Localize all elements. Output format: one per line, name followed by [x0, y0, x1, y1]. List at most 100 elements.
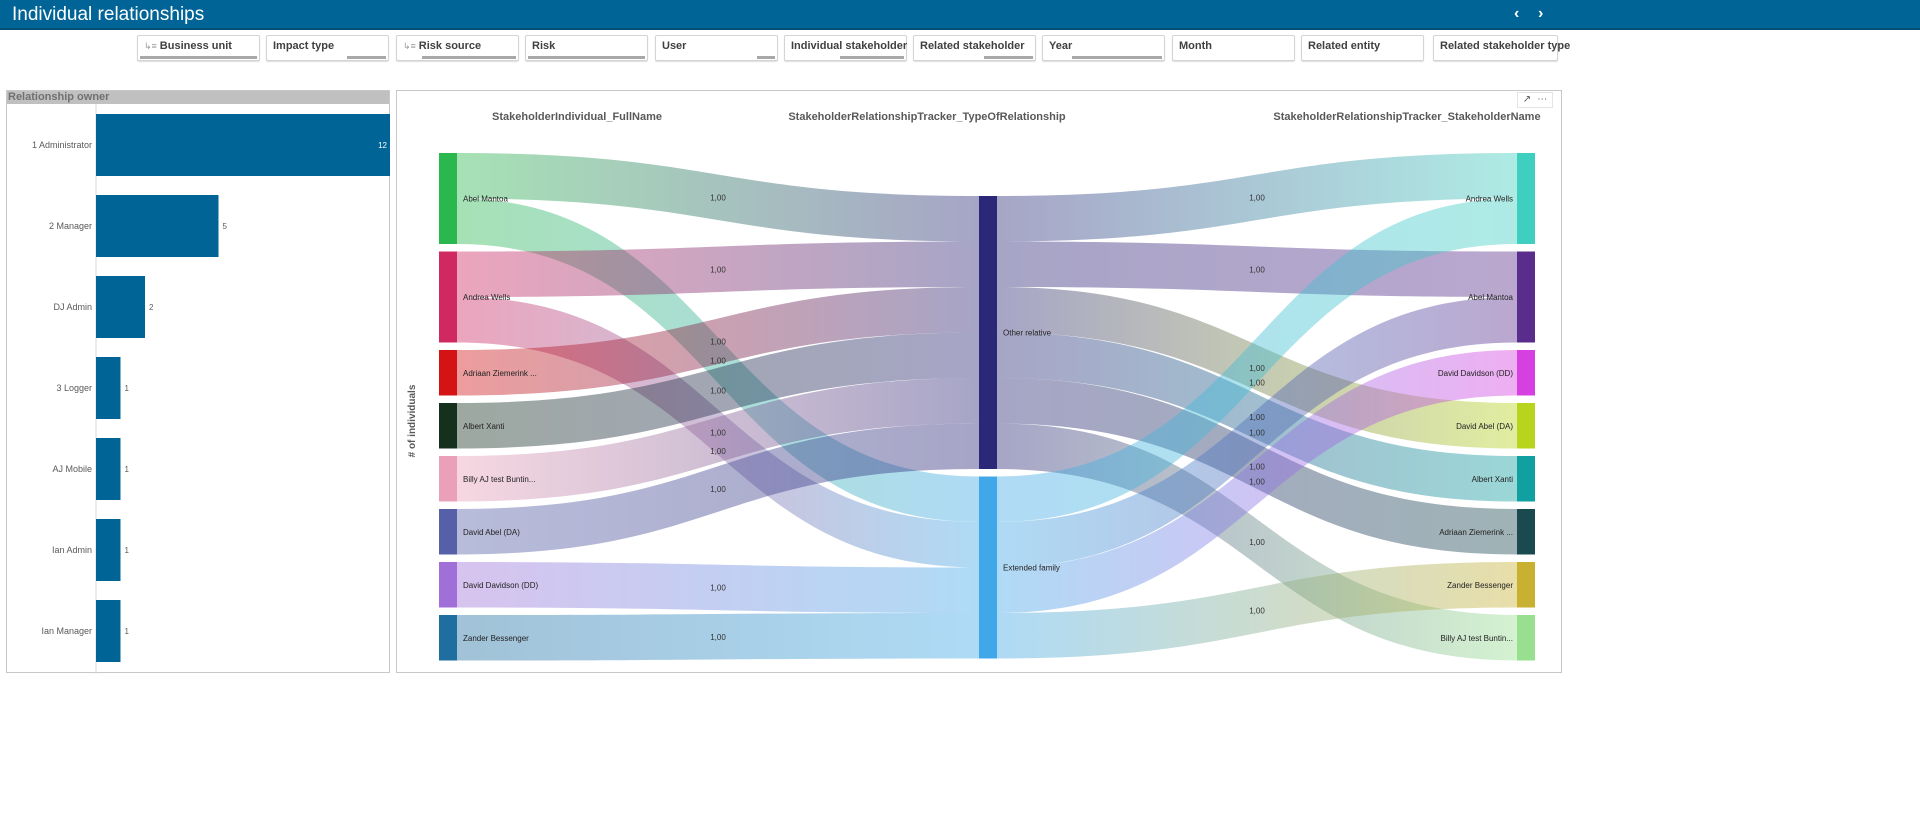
sankey-node[interactable] [439, 615, 457, 661]
sheet-header: Individual relationships ‹ › [0, 0, 1920, 30]
chart-title: Relationship owner [7, 91, 389, 104]
filter-business-unit[interactable]: ↳≡ Business unit [137, 35, 260, 61]
sankey-link[interactable] [457, 562, 979, 613]
node-label: Billy AJ test Buntin... [463, 475, 535, 484]
link-value-label: 1,00 [710, 387, 726, 396]
selection-state-bar [1436, 56, 1555, 59]
drill-down-icon: ↳≡ [403, 41, 416, 51]
filter-label: Year [1049, 40, 1072, 52]
chart-toolbar: ↗ ⋯ [1517, 92, 1553, 108]
category-label: DJ Admin [53, 302, 92, 312]
filter-label-text: Related stakeholder [920, 40, 1025, 52]
column-header: StakeholderIndividual_FullName [492, 111, 662, 123]
sankey-link[interactable] [997, 350, 1517, 613]
filter-label: Individual stakeholder [791, 40, 907, 52]
bar[interactable] [96, 519, 121, 581]
sankey-link[interactable] [997, 562, 1517, 659]
bar[interactable] [96, 438, 121, 500]
node-label: Other relative [1003, 329, 1052, 338]
link-value-label: 1,00 [1249, 606, 1265, 615]
filter-month[interactable]: Month [1172, 35, 1295, 61]
sankey-node[interactable] [979, 196, 997, 469]
sankey-link[interactable] [457, 423, 979, 555]
bar[interactable] [96, 276, 145, 338]
sankey-link[interactable] [997, 297, 1517, 568]
link-value-label: 1,00 [710, 633, 726, 642]
category-label: Ian Manager [41, 626, 92, 636]
sankey-node[interactable] [1517, 403, 1535, 449]
filter-risk[interactable]: Risk [525, 35, 648, 61]
value-label: 1 [125, 465, 130, 474]
drill-down-icon: ↳≡ [144, 41, 157, 51]
node-label: Extended family [1003, 564, 1060, 573]
sankey-node[interactable] [439, 562, 457, 608]
sankey-node[interactable] [439, 251, 457, 343]
sankey-node[interactable] [439, 456, 457, 502]
node-label: Adriaan Ziemerink ... [463, 369, 537, 378]
column-header: StakeholderRelationshipTracker_TypeOfRel… [788, 111, 1066, 123]
bar[interactable] [96, 600, 121, 662]
selection-state-bar [399, 56, 516, 59]
bar[interactable] [96, 114, 390, 176]
filter-year[interactable]: Year [1042, 35, 1165, 61]
sankey-node[interactable] [439, 509, 457, 555]
category-label: AJ Mobile [52, 464, 92, 474]
more-options-icon[interactable]: ⋯ [1537, 94, 1548, 105]
bar[interactable] [96, 195, 219, 257]
sankey-node[interactable] [439, 403, 457, 449]
filter-label: Related stakeholder type [1440, 40, 1570, 52]
selection-state-bar [269, 56, 386, 59]
sankey-node[interactable] [1517, 509, 1535, 555]
sankey-link[interactable] [457, 153, 979, 242]
sankey-svg: StakeholderIndividual_FullName Stakeholde… [407, 111, 1541, 661]
sankey-link[interactable] [457, 613, 979, 661]
category-label: Ian Admin [52, 545, 92, 555]
chevron-left-icon[interactable]: ‹ [1514, 5, 1520, 22]
filter-related-stakeholder[interactable]: Related stakeholder [913, 35, 1036, 61]
node-label: David Abel (DA) [1456, 422, 1513, 431]
sankey-chart[interactable]: StakeholderIndividual_FullName Stakeholde… [396, 90, 1562, 673]
filter-impact-type[interactable]: Impact type [266, 35, 389, 61]
sankey-link[interactable] [457, 241, 979, 298]
sankey-node[interactable] [1517, 615, 1535, 661]
sankey-node[interactable] [979, 476, 997, 659]
filter-label: User [662, 40, 686, 52]
expand-icon[interactable]: ↗ [1522, 94, 1532, 105]
filter-label-text: Risk source [418, 40, 482, 52]
node-label: Albert Xanti [1472, 475, 1514, 484]
filter-related-stakeholder-type[interactable]: Related stakeholder type [1433, 35, 1570, 61]
selection-state-bar [1175, 56, 1292, 59]
link-value-label: 1,00 [710, 356, 726, 365]
node-label: David Davidson (DD) [1438, 369, 1513, 378]
sankey-node[interactable] [439, 153, 457, 244]
category-label: 1 Administrator [32, 140, 92, 150]
sankey-node[interactable] [439, 350, 457, 396]
sankey-link[interactable] [997, 153, 1517, 242]
link-value-label: 1,00 [710, 265, 726, 274]
sankey-node[interactable] [1517, 251, 1535, 343]
relationship-owner-chart[interactable]: Relationship owner 1 Administrator 12 2 Ma… [6, 90, 390, 674]
sankey-link[interactable] [457, 378, 979, 502]
selection-state-bar [528, 56, 645, 59]
value-label: 1 [125, 384, 130, 393]
sankey-link[interactable] [997, 198, 1517, 523]
filter-risk-source[interactable]: ↳≡ Risk source [396, 35, 519, 61]
link-value-label: 1,00 [710, 447, 726, 456]
sankey-node[interactable] [1517, 153, 1535, 244]
filter-label-text: Risk [532, 40, 556, 52]
filter-label: Related entity [1308, 40, 1380, 52]
filter-individual-stakeholder[interactable]: Individual stakeholder [784, 35, 907, 61]
chevron-right-icon[interactable]: › [1538, 5, 1544, 22]
selection-state-bar [787, 56, 904, 59]
filter-label-text: Related entity [1308, 40, 1381, 52]
sankey-link[interactable] [457, 287, 979, 396]
sankey-node[interactable] [1517, 350, 1535, 396]
filter-user[interactable]: User [655, 35, 778, 61]
bar[interactable] [96, 357, 121, 419]
filter-related-entity[interactable]: Related entity [1301, 35, 1424, 61]
sankey-node[interactable] [1517, 456, 1535, 502]
node-label: Abel Mantoa [463, 195, 508, 204]
sankey-node[interactable] [1517, 562, 1535, 608]
sankey-link[interactable] [457, 332, 979, 449]
filter-label-text: User [662, 40, 687, 52]
